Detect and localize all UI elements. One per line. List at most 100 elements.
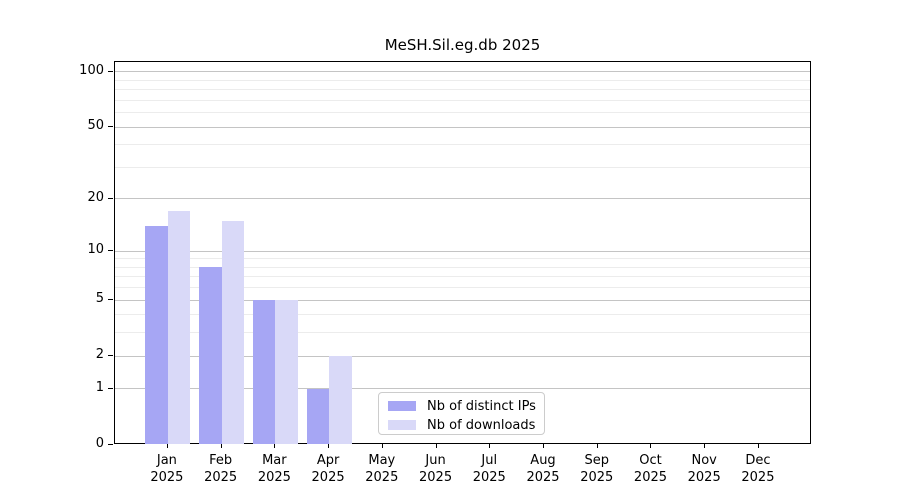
x-axis-tick: [274, 444, 276, 448]
legend-item-downloads: Nb of downloads: [379, 416, 544, 434]
x-tick-year: 2025: [580, 470, 614, 485]
y-tick-label: 10: [87, 242, 104, 258]
x-tick-label: Jul 2025: [457, 452, 521, 486]
x-tick-label: Oct 2025: [618, 452, 682, 486]
x-tick-year: 2025: [204, 470, 238, 485]
x-tick-label: Jun 2025: [404, 452, 468, 486]
y-tick-label: 0: [95, 436, 104, 451]
x-tick-month: May: [368, 453, 396, 468]
x-tick-month: Dec: [745, 453, 771, 468]
gridline: [115, 299, 810, 301]
bar-downloads-mar: [275, 300, 298, 444]
y-axis-tick: [108, 387, 113, 389]
gridline: [115, 126, 810, 128]
x-tick-month: Apr: [316, 453, 340, 468]
bar-downloads-feb: [221, 220, 245, 444]
x-tick-label: Dec 2025: [726, 452, 790, 486]
x-axis-tick: [757, 444, 759, 448]
x-tick-year: 2025: [633, 470, 668, 485]
x-axis-tick: [328, 444, 330, 448]
y-axis-tick: [108, 70, 113, 72]
x-tick-year: 2025: [687, 470, 721, 485]
y-axis-tick: [108, 355, 113, 357]
y-tick-label: 20: [87, 189, 104, 205]
x-axis-tick: [220, 444, 222, 448]
gridline: [115, 388, 810, 390]
legend-swatch-downloads: [388, 420, 416, 430]
gridline: [115, 79, 810, 81]
bar-ips-jan: [145, 226, 168, 444]
gridline: [115, 355, 810, 357]
x-tick-label: May 2025: [350, 452, 414, 486]
y-tick-label: 1: [95, 379, 104, 395]
gridline: [115, 144, 810, 146]
plot-area: [114, 61, 811, 444]
y-tick-label: 100: [79, 62, 104, 78]
bar-ips-apr: [306, 388, 330, 444]
x-axis-tick: [704, 444, 706, 448]
legend: Nb of distinct IPs Nb of downloads: [378, 392, 545, 435]
y-tick-label: 50: [87, 118, 104, 134]
gridline: [115, 99, 810, 101]
x-tick-year: 2025: [365, 470, 399, 485]
gridline: [115, 287, 810, 289]
x-tick-label: Jan 2025: [135, 452, 199, 486]
x-axis-tick: [489, 444, 491, 448]
gridline: [115, 250, 810, 252]
legend-label-downloads: Nb of downloads: [427, 417, 536, 433]
legend-swatch-distinct-ips: [388, 401, 416, 411]
x-axis-tick: [381, 444, 383, 448]
x-tick-month: Oct: [639, 453, 662, 468]
x-tick-month: Jun: [425, 453, 446, 468]
gridline: [115, 266, 810, 268]
gridline: [115, 198, 810, 200]
y-axis-tick: [108, 126, 113, 128]
x-tick-month: Jan: [156, 453, 177, 468]
x-tick-label: Sep 2025: [565, 452, 629, 486]
bar-ips-mar: [252, 300, 276, 444]
x-axis-tick: [543, 444, 544, 448]
y-tick-label: 5: [95, 291, 104, 307]
gridline: [115, 89, 810, 91]
x-tick-label: Feb 2025: [189, 452, 253, 486]
legend-item-distinct-ips: Nb of distinct IPs: [379, 397, 544, 415]
x-tick-month: Jul: [481, 453, 498, 468]
x-tick-year: 2025: [150, 470, 184, 485]
y-axis-tick: [108, 444, 113, 445]
x-tick-month: Mar: [262, 453, 287, 468]
y-axis-tick: [108, 250, 113, 252]
x-tick-year: 2025: [526, 470, 560, 485]
y-axis-tick: [108, 299, 113, 301]
gridline: [115, 166, 810, 168]
bar-downloads-jan: [167, 211, 191, 444]
y-axis-tick: [108, 197, 113, 199]
x-tick-month: Nov: [691, 453, 717, 468]
gridline: [115, 276, 810, 278]
x-tick-label: Mar 2025: [242, 452, 306, 486]
bar-downloads-apr: [329, 356, 352, 444]
legend-label-distinct-ips: Nb of distinct IPs: [427, 398, 536, 414]
x-tick-label: Aug 2025: [511, 452, 575, 486]
gridline: [115, 71, 810, 73]
x-axis-tick: [650, 444, 652, 448]
chart-title: MeSH.Sil.eg.db 2025: [384, 36, 541, 54]
gridline: [115, 112, 810, 114]
gridline: [115, 332, 810, 334]
x-tick-year: 2025: [472, 470, 506, 485]
y-tick-label: 2: [95, 347, 104, 363]
x-axis-tick: [166, 444, 168, 448]
x-tick-year: 2025: [311, 470, 345, 485]
gridline: [115, 314, 810, 316]
bar-ips-feb: [199, 267, 222, 444]
x-axis-tick: [596, 444, 598, 448]
x-tick-label: Nov 2025: [672, 452, 736, 486]
x-tick-month: Feb: [209, 453, 233, 468]
x-tick-year: 2025: [419, 470, 453, 485]
x-tick-month: Aug: [530, 453, 556, 468]
x-tick-year: 2025: [741, 470, 775, 485]
x-tick-year: 2025: [257, 470, 291, 485]
x-tick-label: Apr 2025: [296, 452, 360, 486]
x-tick-month: Sep: [584, 453, 609, 468]
gridline: [115, 258, 810, 260]
